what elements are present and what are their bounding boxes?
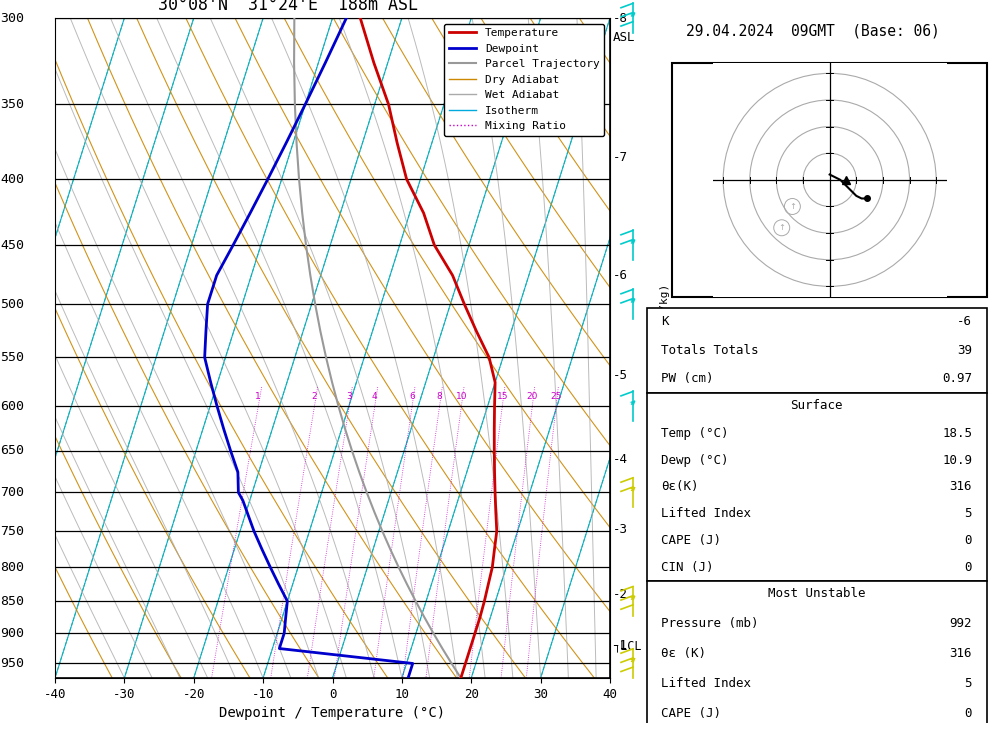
Text: -1: -1 bbox=[613, 639, 628, 652]
Bar bbox=[646, 393, 987, 581]
Text: PW (cm): PW (cm) bbox=[661, 372, 714, 385]
Text: 350: 350 bbox=[0, 97, 24, 111]
Text: CAPE (J): CAPE (J) bbox=[661, 707, 721, 720]
Text: 29.04.2024  09GMT  (Base: 06): 29.04.2024 09GMT (Base: 06) bbox=[686, 23, 940, 39]
Text: 10: 10 bbox=[456, 392, 467, 401]
Text: K: K bbox=[661, 315, 669, 328]
Text: 2: 2 bbox=[312, 392, 317, 401]
Text: ↑: ↑ bbox=[789, 202, 796, 211]
Text: Most Unstable: Most Unstable bbox=[768, 586, 865, 600]
Text: 950: 950 bbox=[0, 657, 24, 670]
Text: ┐LCL: ┐LCL bbox=[613, 639, 641, 652]
Bar bbox=[672, 63, 987, 297]
Text: ASL: ASL bbox=[613, 32, 635, 44]
Text: CAPE (J): CAPE (J) bbox=[661, 534, 721, 548]
Text: -3: -3 bbox=[613, 523, 628, 536]
Text: -7: -7 bbox=[613, 151, 628, 164]
Title: 30°08'N  31°24'E  188m ASL: 30°08'N 31°24'E 188m ASL bbox=[158, 0, 418, 14]
Text: 15: 15 bbox=[497, 392, 508, 401]
Text: 10.9: 10.9 bbox=[942, 454, 972, 467]
Text: 20: 20 bbox=[527, 392, 538, 401]
Text: 500: 500 bbox=[0, 298, 24, 311]
Text: 0.97: 0.97 bbox=[942, 372, 972, 385]
Text: 600: 600 bbox=[0, 399, 24, 413]
Text: 25: 25 bbox=[550, 392, 562, 401]
Text: Surface: Surface bbox=[790, 399, 843, 411]
Text: ↑: ↑ bbox=[778, 224, 785, 232]
Legend: Temperature, Dewpoint, Parcel Trajectory, Dry Adiabat, Wet Adiabat, Isotherm, Mi: Temperature, Dewpoint, Parcel Trajectory… bbox=[444, 23, 604, 136]
Text: -5: -5 bbox=[613, 369, 628, 382]
Text: -4: -4 bbox=[613, 453, 628, 466]
Text: Mixing Ratio (g/kg): Mixing Ratio (g/kg) bbox=[660, 284, 670, 412]
Text: Totals Totals: Totals Totals bbox=[661, 344, 759, 357]
Text: θε (K): θε (K) bbox=[661, 647, 706, 660]
Text: 6: 6 bbox=[409, 392, 415, 401]
Text: 450: 450 bbox=[0, 238, 24, 251]
Text: 1: 1 bbox=[255, 392, 261, 401]
Text: 3: 3 bbox=[346, 392, 352, 401]
Text: 316: 316 bbox=[950, 647, 972, 660]
Text: Pressure (mb): Pressure (mb) bbox=[661, 616, 759, 630]
Text: 400: 400 bbox=[0, 172, 24, 185]
Text: CIN (J): CIN (J) bbox=[661, 561, 714, 574]
Text: Lifted Index: Lifted Index bbox=[661, 507, 751, 520]
Text: 700: 700 bbox=[0, 486, 24, 499]
Text: -8: -8 bbox=[613, 12, 628, 24]
Bar bbox=[646, 308, 987, 393]
Text: 5: 5 bbox=[965, 677, 972, 690]
Text: Temp (°C): Temp (°C) bbox=[661, 427, 729, 440]
Text: 550: 550 bbox=[0, 351, 24, 364]
Text: Lifted Index: Lifted Index bbox=[661, 677, 751, 690]
Text: 5: 5 bbox=[965, 507, 972, 520]
Text: 8: 8 bbox=[437, 392, 442, 401]
Bar bbox=[646, 581, 987, 733]
Text: 300: 300 bbox=[0, 12, 24, 24]
Text: 650: 650 bbox=[0, 444, 24, 457]
Text: 316: 316 bbox=[950, 481, 972, 493]
Text: km: km bbox=[613, 0, 628, 1]
Text: 4: 4 bbox=[372, 392, 378, 401]
Text: 800: 800 bbox=[0, 561, 24, 574]
Text: 0: 0 bbox=[965, 561, 972, 574]
Text: 18.5: 18.5 bbox=[942, 427, 972, 440]
Text: -2: -2 bbox=[613, 588, 628, 601]
Text: 992: 992 bbox=[950, 616, 972, 630]
Text: 900: 900 bbox=[0, 627, 24, 640]
Text: -6: -6 bbox=[613, 269, 628, 281]
Text: 750: 750 bbox=[0, 525, 24, 537]
Text: θε(K): θε(K) bbox=[661, 481, 699, 493]
Text: 850: 850 bbox=[0, 594, 24, 608]
Text: Dewp (°C): Dewp (°C) bbox=[661, 454, 729, 467]
X-axis label: Dewpoint / Temperature (°C): Dewpoint / Temperature (°C) bbox=[219, 707, 446, 721]
Text: kt: kt bbox=[687, 77, 702, 90]
Text: 39: 39 bbox=[957, 344, 972, 357]
Text: 0: 0 bbox=[965, 534, 972, 548]
Text: hPa: hPa bbox=[0, 0, 24, 1]
Text: 0: 0 bbox=[965, 707, 972, 720]
Text: -6: -6 bbox=[957, 315, 972, 328]
